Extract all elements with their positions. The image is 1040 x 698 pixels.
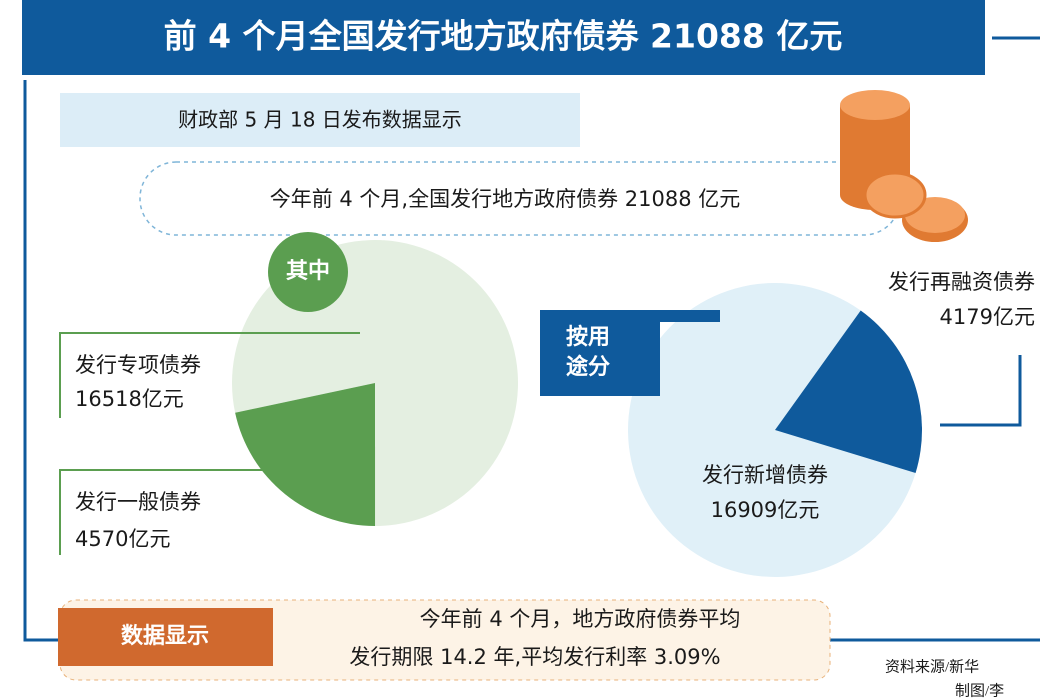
slice-label: 发行一般债券 <box>75 490 201 514</box>
pie-tag: 其中 <box>268 257 348 287</box>
slice-label: 发行新增债券 <box>702 463 828 487</box>
slice-value: 4179亿元 <box>940 305 1035 329</box>
slice-label: 发行专项债券 <box>75 353 201 377</box>
pie-tag: 按用途分 <box>564 323 612 383</box>
coins <box>840 90 968 242</box>
source-note: 财政部 5 月 18 日发布数据显示 <box>178 108 462 132</box>
credit: 制图/李 <box>955 682 1004 698</box>
summary: 今年前 4 个月,全国发行地方政府债券 21088 亿元 <box>270 187 741 211</box>
footer-line: 今年前 4 个月，地方政府债券平均 <box>420 607 741 631</box>
slice-value: 16909亿元 <box>711 498 820 522</box>
bracket <box>940 355 1020 425</box>
slice-value: 16518亿元 <box>75 387 184 411</box>
footer-line: 发行期限 14.2 年,平均发行利率 3.09% <box>349 645 720 669</box>
slice-value: 4570亿元 <box>75 527 170 551</box>
infographic: 前 4 个月全国发行地方政府债券 21088 亿元 财政部 5 月 18 日发布… <box>0 0 1040 698</box>
header-title: 前 4 个月全国发行地方政府债券 21088 亿元 <box>164 17 843 56</box>
slice-label: 发行再融资债券 <box>888 270 1035 294</box>
page: 前 4 个月全国发行地方政府债券 21088 亿元 财政部 5 月 18 日发布… <box>0 0 1040 698</box>
credit: 资料来源/新华 <box>885 658 979 675</box>
badge-text: 数据显示 <box>121 623 209 649</box>
